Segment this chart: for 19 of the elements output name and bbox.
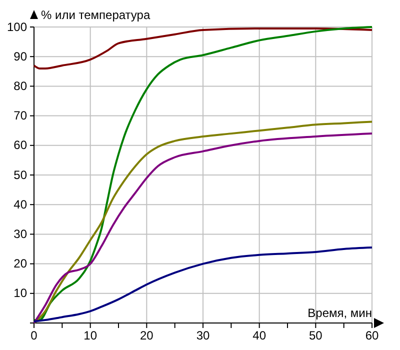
- x-tick-label: 0: [30, 328, 38, 343]
- x-tick-label: 30: [196, 328, 210, 343]
- y-tick-label: 90: [14, 49, 28, 64]
- y-tick-label: 70: [14, 108, 28, 123]
- y-tick-label: 40: [14, 197, 28, 212]
- y-tick-label: 100: [6, 20, 28, 34]
- x-tick-label: 20: [140, 328, 154, 343]
- x-tick-label: 60: [365, 328, 379, 343]
- x-tick-label: 50: [308, 328, 323, 343]
- x-tick-label: 40: [252, 328, 266, 343]
- x-axis-title: Время, мин: [308, 306, 372, 320]
- y-tick-label: 80: [14, 79, 28, 94]
- y-tick-label: 30: [14, 227, 28, 242]
- y-tick-label: 50: [14, 168, 28, 182]
- y-tick-label: 60: [14, 138, 28, 152]
- y-axis-title: % или температура: [41, 8, 150, 22]
- y-tick-label: 20: [14, 256, 28, 271]
- y-tick-label: 10: [14, 286, 28, 300]
- x-tick-label: 10: [84, 328, 98, 343]
